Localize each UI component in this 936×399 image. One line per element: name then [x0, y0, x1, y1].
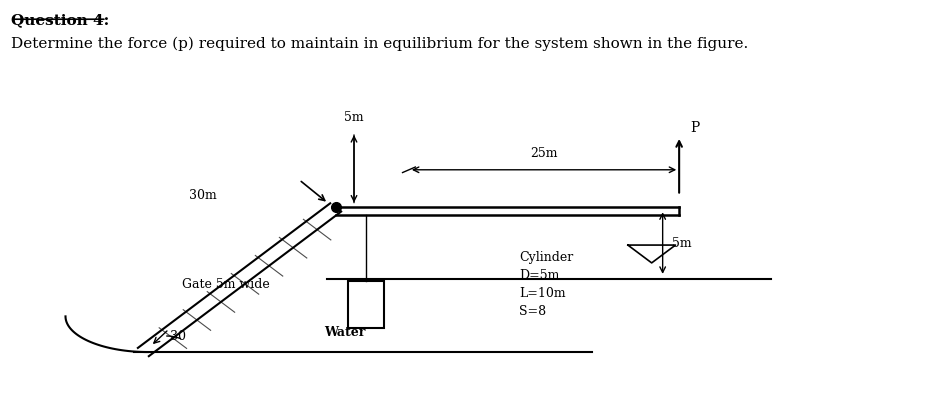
- Text: Cylinder
D=5m
L=10m
S=8: Cylinder D=5m L=10m S=8: [519, 251, 573, 318]
- Text: 30m: 30m: [189, 189, 216, 202]
- Text: 5m: 5m: [671, 237, 691, 250]
- Text: Determine the force (p) required to maintain in equilibrium for the system shown: Determine the force (p) required to main…: [10, 37, 747, 51]
- Text: 30: 30: [170, 330, 186, 343]
- Text: 25m: 25m: [530, 147, 557, 160]
- Text: 5m: 5m: [344, 111, 363, 124]
- Bar: [347, 281, 384, 328]
- Text: P: P: [690, 121, 698, 135]
- Text: Water: Water: [324, 326, 365, 339]
- Text: Question 4:: Question 4:: [10, 13, 109, 27]
- Text: Gate 5m wide: Gate 5m wide: [182, 278, 270, 291]
